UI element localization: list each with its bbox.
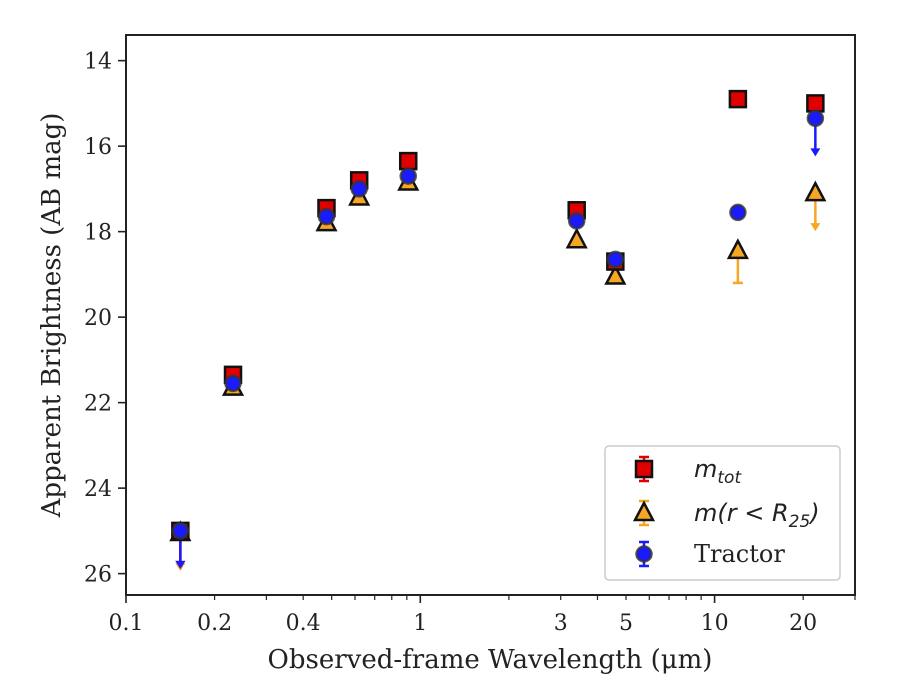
y-tick-label: 24: [84, 477, 112, 502]
circle-point: [606, 250, 625, 269]
circle-point: [729, 203, 747, 222]
y-tick-label: 26: [84, 563, 112, 588]
y-axis: 14 16 18 20 22 24 26: [84, 50, 126, 588]
x-tick-label: 1: [413, 611, 427, 636]
legend-circle-marker: [635, 545, 653, 563]
x-tick-label: 0.1: [109, 611, 144, 636]
upper-limit-arrowhead: [810, 148, 821, 157]
square-point: [806, 94, 825, 113]
x-tick-label: 3: [554, 611, 568, 636]
square-point: [728, 89, 748, 109]
square-point: [398, 151, 418, 171]
circle-point: [224, 374, 242, 393]
y-tick-label: 14: [84, 50, 112, 75]
upper-limit-arrowhead: [175, 560, 186, 569]
circle-point: [350, 180, 368, 198]
triangle-point: [726, 238, 749, 260]
legend-label: m(r < R25): [694, 499, 820, 532]
upper-limit-arrowhead: [810, 223, 821, 232]
y-axis-title: Apparent Brightness (AB mag): [37, 113, 67, 519]
legend: mtot m(r < R25) Tractor: [604, 445, 841, 581]
triangle-point: [565, 227, 588, 249]
x-axis: 0.1 0.2 0.4 1 3 5 10 20: [109, 595, 856, 636]
circle-point: [806, 109, 825, 128]
legend-label: mtot: [694, 455, 742, 488]
legend-square-marker: [634, 459, 654, 479]
circle-point: [317, 207, 336, 226]
x-tick-label: 5: [619, 611, 633, 636]
y-tick-label: 22: [84, 392, 112, 417]
legend-box: [604, 445, 841, 581]
triangle-point: [804, 180, 827, 202]
legend-triangle-marker: [632, 500, 656, 522]
triangle-point: [604, 263, 627, 285]
x-axis-title: Observed-frame Wavelength (μm): [268, 645, 713, 675]
circle-point: [567, 212, 586, 230]
x-tick-label: 20: [789, 611, 817, 636]
circle-point: [399, 167, 417, 185]
y-tick-label: 18: [84, 221, 112, 246]
y-tick-label: 20: [84, 306, 112, 331]
y-tick-label: 16: [84, 135, 112, 160]
circle-point: [171, 522, 190, 540]
data-marks: [169, 89, 827, 572]
x-tick-label: 0.2: [197, 611, 232, 636]
x-tick-label: 10: [701, 611, 729, 636]
legend-label: Tractor: [694, 540, 785, 568]
x-tick-label: 0.4: [286, 611, 321, 636]
